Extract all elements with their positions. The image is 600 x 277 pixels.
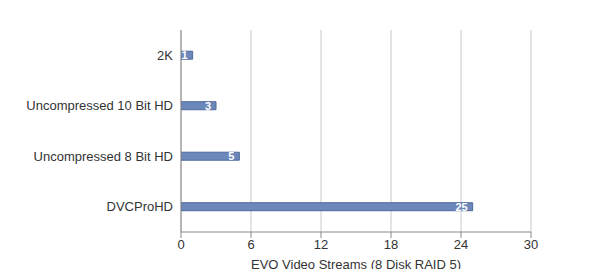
svg-text:24: 24 [454, 237, 468, 252]
svg-text:1: 1 [182, 49, 188, 61]
svg-text:0: 0 [177, 237, 184, 252]
svg-text:5: 5 [228, 150, 234, 162]
svg-text:Uncompressed 10 Bit HD: Uncompressed 10 Bit HD [26, 98, 173, 113]
svg-text:30: 30 [524, 237, 538, 252]
svg-text:25: 25 [455, 201, 467, 213]
svg-text:3: 3 [205, 100, 211, 112]
svg-text:12: 12 [314, 237, 328, 252]
svg-text:6: 6 [247, 237, 254, 252]
svg-text:18: 18 [384, 237, 398, 252]
svg-text:Uncompressed 8 Bit HD: Uncompressed 8 Bit HD [34, 149, 173, 164]
svg-text:EVO Video Streams (8 Disk RAID: EVO Video Streams (8 Disk RAID 5) [251, 257, 461, 269]
svg-text:2K: 2K [157, 48, 173, 63]
svg-text:DVCProHD: DVCProHD [107, 199, 173, 214]
